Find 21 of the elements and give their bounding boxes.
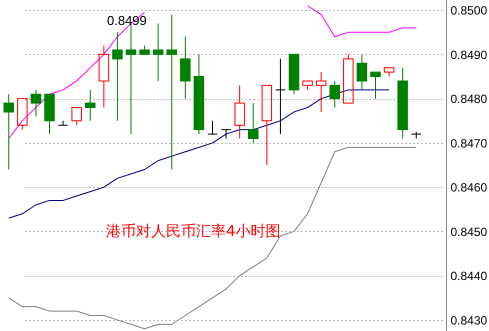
candlestick [234,84,245,140]
candlestick [98,45,110,108]
candlestick [4,94,14,170]
candlestick [152,22,164,82]
y-tick-label: 0.8430 [450,313,488,328]
candlestick [397,67,408,140]
candlestick [180,36,191,100]
y-tick-label: 0.8440 [450,269,488,284]
candlestick [112,32,123,122]
candlestick [356,54,368,90]
y-tick-label: 0.8500 [450,4,488,18]
text: 港币对人民币汇率4小时图 [106,222,281,240]
y-tick-label: 0.8450 [450,224,488,239]
y-tick-label: 0.8460 [450,180,488,195]
candlestick [316,72,326,112]
y-tick-label: 0.8490 [450,48,488,62]
y-tick-label: 0.8480 [450,92,488,106]
candlestick [166,14,178,170]
candlestick [275,58,286,135]
y-tick-label: 0.8470 [450,136,488,150]
candlestick [85,89,96,122]
